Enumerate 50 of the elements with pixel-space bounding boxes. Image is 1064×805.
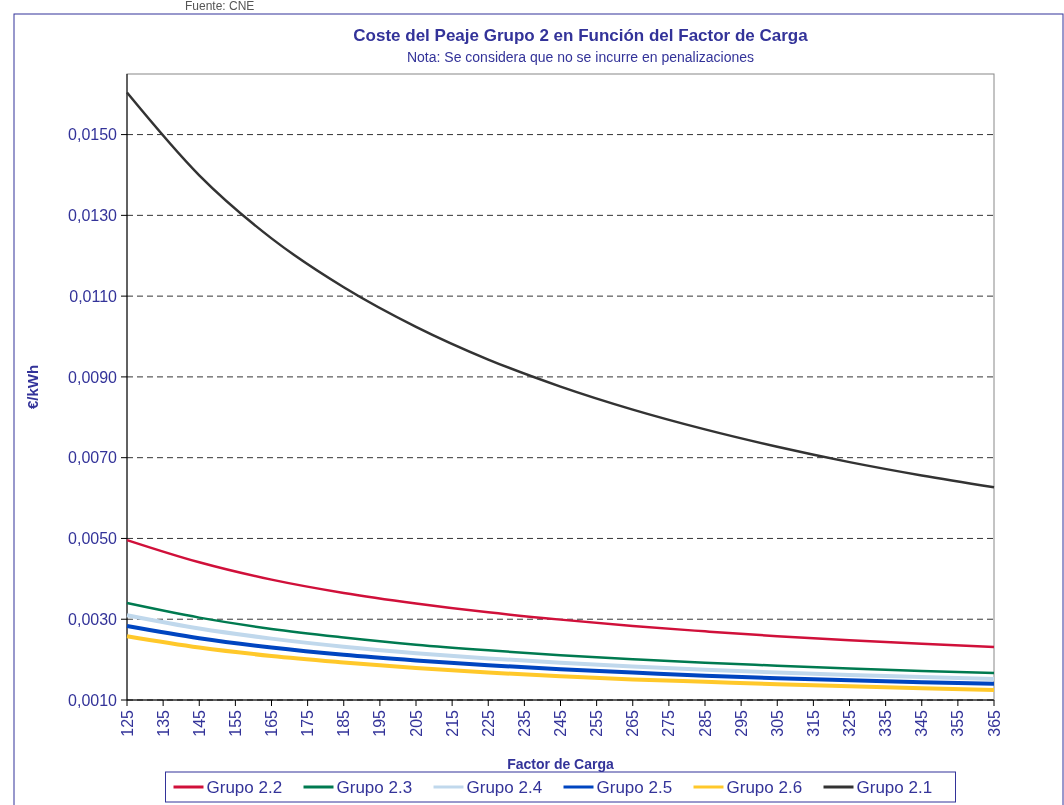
chart-title: Coste del Peaje Grupo 2 en Función del Factor de Carga	[353, 26, 809, 45]
x-axis-title: Factor de Carga	[507, 756, 614, 772]
x-tick-label: 195	[371, 709, 389, 737]
y-tick-label: 0,0090	[68, 368, 118, 386]
line-series	[125, 91, 996, 489]
x-tick-label: 365	[985, 709, 1003, 737]
legend-label: Grupo 2.5	[596, 777, 673, 797]
x-tick-label: 305	[768, 709, 786, 737]
source-note: Fuente: CNE	[185, 0, 255, 13]
y-tick-label: 0,0070	[68, 449, 118, 467]
legend-label: Grupo 2.4	[466, 777, 543, 797]
legend-label: Grupo 2.2	[206, 777, 283, 797]
x-tick-label: 235	[515, 709, 533, 737]
line-series	[125, 634, 996, 692]
x-tick-label: 165	[263, 709, 281, 737]
y-tick-label: 0,0010	[68, 691, 118, 709]
legend-label: Grupo 2.6	[726, 777, 803, 797]
x-tick-label: 145	[190, 709, 208, 737]
y-tick-label: 0,0130	[68, 206, 118, 224]
x-tick-label: 275	[660, 709, 678, 737]
line-series	[125, 624, 996, 686]
x-tick-label: 185	[335, 709, 353, 737]
x-tick-label: 335	[877, 709, 895, 737]
line-series	[125, 613, 996, 681]
legend-label: Grupo 2.3	[336, 777, 413, 797]
y-tick-label: 0,0030	[68, 610, 118, 628]
x-tick-label: 355	[949, 709, 967, 737]
x-tick-label: 135	[154, 709, 172, 737]
line-series	[125, 538, 996, 649]
x-tick-label: 315	[804, 709, 822, 737]
y-tick-label: 0,0150	[68, 126, 118, 144]
y-tick-label: 0,0110	[69, 287, 118, 305]
x-tick-label: 245	[552, 709, 570, 737]
x-tick-label: 175	[299, 709, 317, 737]
x-tick-label: 345	[913, 709, 931, 737]
x-tick-label: 205	[407, 709, 425, 737]
line-series	[125, 601, 996, 675]
x-tick-label: 295	[732, 709, 750, 737]
x-tick-label: 285	[696, 709, 714, 737]
x-tick-label: 325	[841, 709, 859, 737]
chart-subtitle: Nota: Se considera que no se incurre en penalizaciones	[406, 49, 755, 65]
x-tick-label: 265	[624, 709, 642, 737]
x-tick-label: 225	[479, 709, 497, 737]
x-tick-label: 125	[118, 709, 136, 737]
y-tick-label: 0,0050	[68, 530, 118, 548]
y-axis-title: €/kWh	[24, 364, 41, 410]
x-tick-label: 215	[443, 709, 461, 737]
legend-label: Grupo 2.1	[856, 777, 933, 797]
x-tick-label: 255	[588, 709, 606, 737]
x-tick-label: 155	[226, 709, 244, 737]
